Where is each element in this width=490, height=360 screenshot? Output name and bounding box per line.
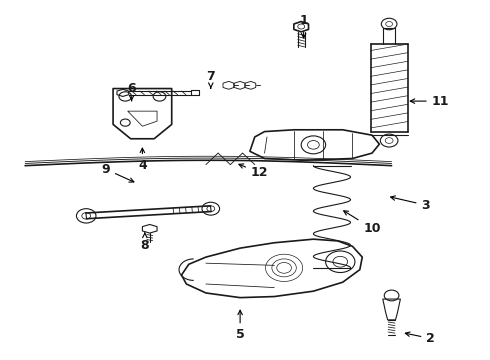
Text: 3: 3: [391, 196, 430, 212]
Text: 12: 12: [239, 164, 269, 179]
Text: 6: 6: [127, 82, 136, 101]
Text: 8: 8: [141, 233, 149, 252]
Text: 10: 10: [343, 211, 381, 235]
Text: 1: 1: [299, 14, 308, 38]
Text: 4: 4: [138, 148, 147, 172]
Text: 5: 5: [236, 310, 245, 341]
Text: 9: 9: [101, 163, 134, 182]
Text: 11: 11: [410, 95, 449, 108]
Text: 2: 2: [405, 332, 435, 345]
Text: 7: 7: [206, 69, 215, 88]
